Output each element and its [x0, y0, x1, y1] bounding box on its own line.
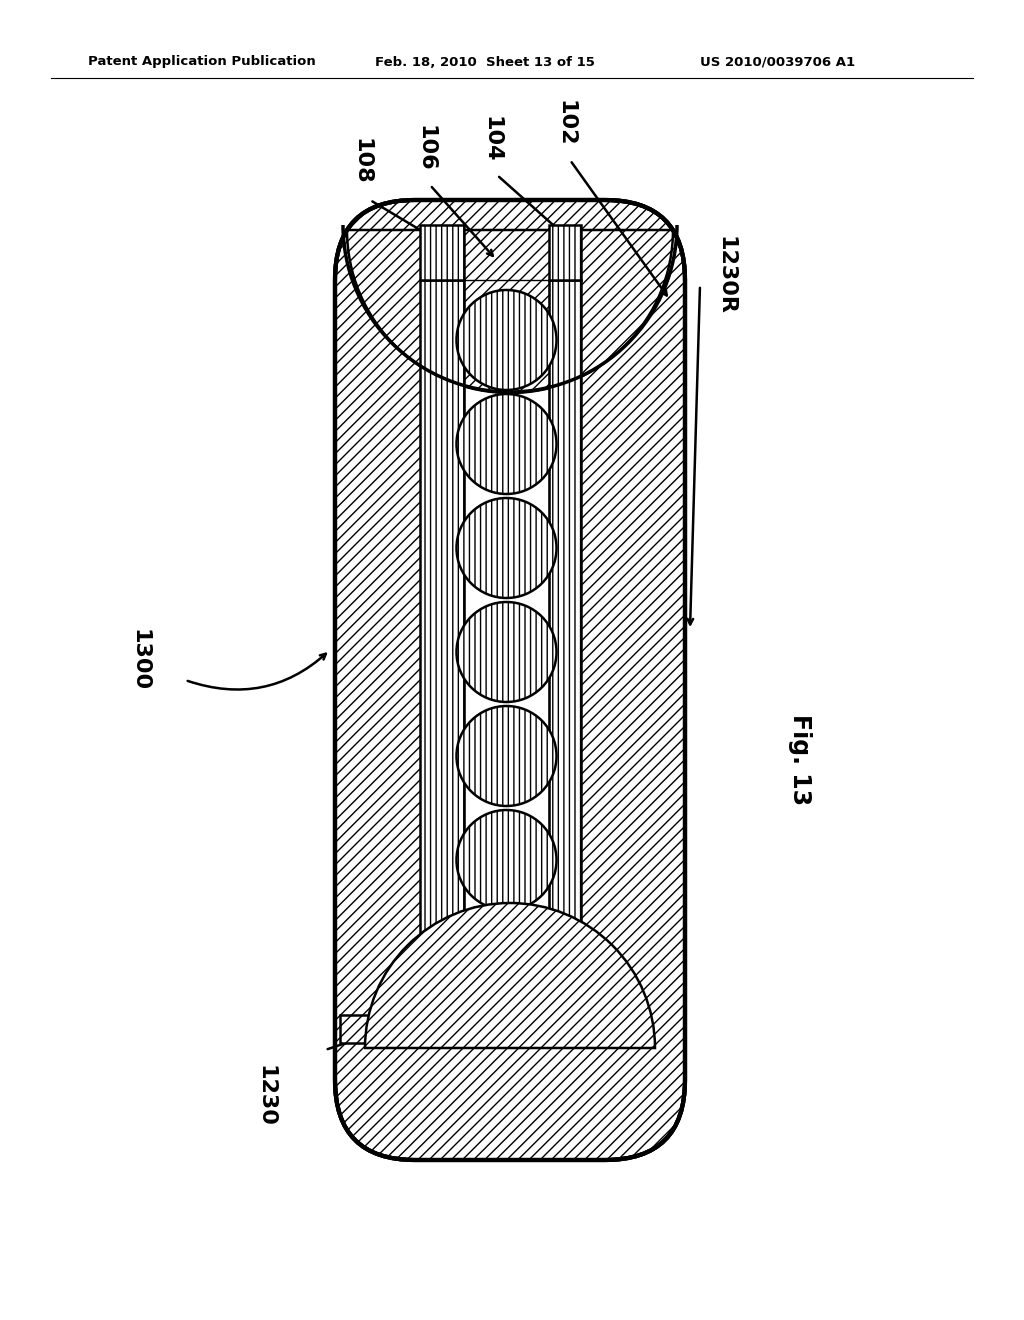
Bar	[549, 224, 581, 280]
Text: 1300: 1300	[130, 628, 150, 692]
Text: Feb. 18, 2010  Sheet 13 of 15: Feb. 18, 2010 Sheet 13 of 15	[375, 55, 595, 69]
Circle shape	[457, 706, 556, 807]
Circle shape	[457, 810, 556, 909]
Text: 104: 104	[482, 116, 502, 162]
Bar	[464, 280, 549, 1015]
FancyBboxPatch shape	[335, 201, 685, 1160]
Text: Patent Application Publication: Patent Application Publication	[88, 55, 315, 69]
Text: 102: 102	[555, 100, 575, 147]
Circle shape	[457, 602, 556, 702]
Bar	[340, 1015, 406, 1043]
Bar	[549, 280, 581, 1015]
Bar	[464, 280, 549, 1015]
Wedge shape	[365, 903, 655, 1048]
Text: 1230: 1230	[255, 1065, 275, 1127]
Circle shape	[457, 393, 556, 494]
Text: US 2010/0039706 A1: US 2010/0039706 A1	[700, 55, 855, 69]
Text: 1230R: 1230R	[715, 235, 735, 314]
Circle shape	[457, 913, 556, 1014]
Text: 106: 106	[415, 125, 435, 172]
Text: Fig. 13: Fig. 13	[788, 714, 812, 805]
Text: 108: 108	[352, 139, 372, 185]
Circle shape	[457, 290, 556, 389]
Bar	[420, 280, 464, 1015]
Wedge shape	[347, 230, 673, 393]
Circle shape	[457, 498, 556, 598]
Bar	[420, 224, 464, 280]
